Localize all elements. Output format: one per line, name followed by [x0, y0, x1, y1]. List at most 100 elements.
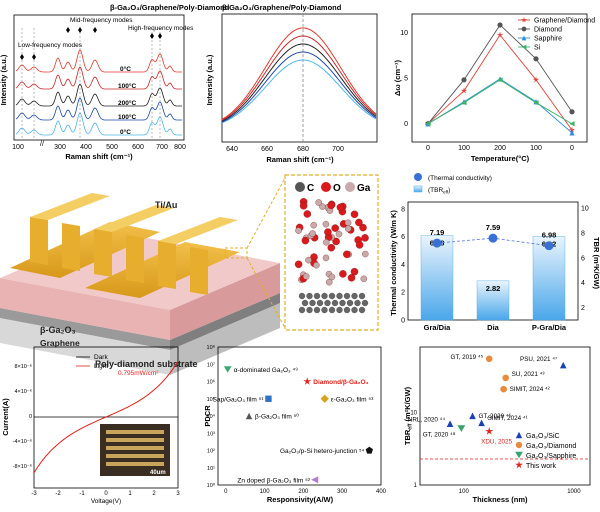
thermal-bar	[532, 236, 566, 321]
iv-xtick: -2	[55, 491, 61, 497]
thermal-ytick-left: 8	[401, 206, 405, 213]
carbon-atom	[351, 292, 358, 300]
pdcr-frame	[217, 346, 382, 486]
substrate-side	[170, 303, 280, 375]
axis-break-glyph: //	[40, 141, 44, 148]
raman-xtick: 700	[156, 144, 168, 151]
raman-ylabel: Intensity (a.u.)	[0, 54, 8, 105]
shift-ytick: 0	[404, 121, 408, 128]
temp-label: 100°C	[118, 82, 136, 90]
thermal-ytick-right: 4	[581, 280, 585, 287]
raman-xlabel: Raman shift (cm⁻¹)	[65, 152, 133, 161]
oxygen-atom	[355, 241, 364, 249]
raman-frame	[13, 14, 185, 141]
shift-series-line	[427, 79, 573, 125]
shift-legend-label: Graphene/Diamond	[534, 18, 595, 25]
iv-xtick: 2	[152, 491, 156, 497]
annotation-high-frequency: High-frequency modes	[128, 25, 194, 32]
device-schematic: Ti/Au β-Ga₂O₃ Graphene Poly-diamond subs…	[0, 177, 286, 375]
raman-spectrum	[15, 83, 182, 107]
shift-ytick: 5	[404, 76, 408, 83]
tbr-point-value: 7.59	[486, 223, 501, 232]
shift-frame	[411, 13, 588, 143]
pdcr-xtick: 200	[298, 489, 309, 495]
data-point-star	[485, 427, 494, 435]
shift-xtick: 0	[570, 145, 574, 152]
thermal-ytick-right: 6	[581, 255, 585, 262]
legend-marker-circle	[414, 173, 422, 181]
gallium-atom	[322, 254, 330, 262]
pdcr-point-label: Sap/Ga₂O₃ film ⁵¹	[213, 396, 265, 403]
gallium-atom	[344, 225, 352, 232]
data-point-star	[460, 87, 468, 94]
iv-legend-light: Light	[94, 363, 108, 370]
data-point-star	[568, 126, 576, 133]
raman-xtick: 100	[12, 144, 24, 151]
data-point-triangle	[223, 366, 232, 373]
electrode-label: Ti/Au	[155, 200, 177, 210]
electrode-finger	[190, 247, 208, 295]
iv-xtick: -1	[79, 491, 85, 497]
oxygen-atom	[327, 243, 336, 252]
carbon-atom	[351, 306, 358, 314]
pdcr-point-label: Diamond/β-Ga₂O₃	[313, 379, 368, 386]
zoom-spectrum	[221, 59, 377, 124]
thermal-ytick-left: 2	[401, 290, 405, 297]
shift-ytick: 10	[400, 30, 408, 37]
carbon-atom	[354, 299, 361, 307]
tbr-point-value: 6.98	[542, 231, 557, 240]
iv-ytick: 4×10⁻⁶	[14, 388, 32, 395]
atom-label-ga: Ga	[357, 183, 371, 194]
thermal-ytick-left: 4	[401, 262, 405, 269]
data-point-circle	[569, 109, 575, 115]
pdcr-point-label: α-dominated Ga₂O₃ ⁴⁹	[234, 367, 299, 374]
tbr-point-label: GT, 2020 ⁴⁶	[479, 413, 512, 420]
graphene-side	[170, 293, 280, 350]
carbon-atom	[313, 292, 321, 300]
thermal-ylabel-left: Thermal conductivity (W/m K)	[389, 210, 398, 316]
data-point-triangle	[245, 412, 253, 420]
tbr-points: PSU, 2021 ⁴⁷ GT, 2019 ⁴⁵ SU, 2021 ⁴³ SIMIT,…	[408, 354, 567, 445]
thermal-ylabel-right: TBR (m²K/GW)	[592, 237, 600, 290]
oxygen-atom	[350, 210, 359, 219]
oxygen-atom	[343, 250, 351, 259]
shift-legend-label: Sapphire	[534, 36, 562, 43]
iv-light-curve	[33, 360, 179, 474]
tbr-point	[488, 233, 498, 243]
pdcr-xtick: 400	[376, 489, 387, 495]
atom-lattice	[294, 198, 369, 314]
thermal-ytick-left: 0	[401, 318, 405, 325]
electrode-finger	[62, 223, 80, 271]
thermal-xtick: Dia	[487, 323, 500, 332]
oxygen-atom	[336, 203, 345, 212]
zoom-xtick: 700	[332, 146, 344, 153]
data-point-triangle	[533, 100, 539, 106]
thermal-panel: Thermal conductivity (W/m K) TBR (m²K/GW…	[389, 173, 600, 332]
pdcr-point-label: Ga₂O₃/p-Si hetero-junction ⁵⁴	[280, 448, 365, 455]
thermal-legend-1: (Thermal conductivity)	[428, 175, 492, 182]
tbr-point-value: 7.19	[430, 228, 445, 237]
zoom-xtick: 640	[226, 146, 238, 153]
shift-series-line	[427, 78, 573, 134]
raman-xtick: 500	[106, 144, 118, 151]
data-point-circle	[500, 385, 507, 393]
carbon-atom	[309, 299, 316, 307]
data-point-triangle	[559, 361, 567, 369]
tbr-point-label: NRL, 2020 ⁴⁴	[408, 417, 446, 424]
gallium-atom	[309, 230, 316, 237]
micrograph-finger	[106, 446, 164, 450]
pdcr-xtick: 0	[224, 489, 228, 495]
thermal-bar-value: 2.82	[486, 284, 501, 293]
annotation-low-frequency: Low-frequency modes	[18, 42, 83, 49]
gallium-atom	[315, 199, 322, 206]
carbon-atom	[301, 299, 309, 307]
gallium-atom	[325, 278, 333, 286]
zoom-frame	[221, 13, 378, 143]
tbr-point-label: PSU, 2021 ⁴⁷	[520, 356, 558, 363]
scale-bar-label: 40um	[150, 470, 166, 476]
carbon-atom	[328, 306, 336, 314]
data-point-triangle	[478, 419, 485, 427]
micrograph-finger	[106, 438, 164, 442]
shift-panel: Δω (cm⁻¹) Temperature(°C) 0 100 200 100 0 0 5 1…	[393, 13, 595, 163]
carbon-atom	[358, 306, 366, 314]
